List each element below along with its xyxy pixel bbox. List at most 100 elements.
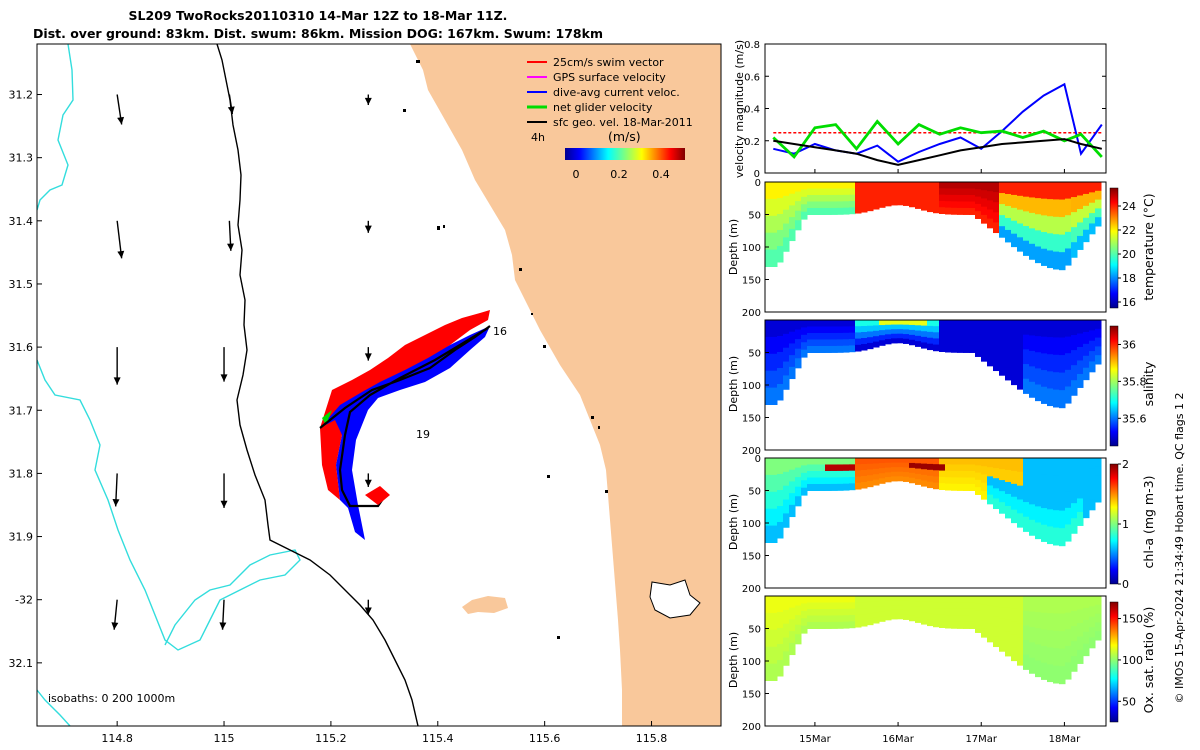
temperature-data-cell <box>849 188 856 196</box>
oxygen-data-cell <box>873 617 880 624</box>
chla-data-cell <box>933 470 940 477</box>
salinity-data-cell <box>927 320 934 327</box>
temperature-data-cell <box>921 193 928 200</box>
temperature-data-cell <box>1077 195 1084 210</box>
oxygen-data-cell <box>825 615 832 623</box>
salinity-data-cell <box>777 351 784 369</box>
oxygen-data-cell <box>789 631 796 644</box>
temperature-data-cell <box>993 202 1000 213</box>
temperature-data-cell <box>777 182 784 199</box>
temperature-data-cell <box>903 182 910 188</box>
chla-data-cell <box>1083 469 1090 483</box>
oxygen-data-cell <box>885 605 892 611</box>
chla-data-cell <box>1095 466 1102 477</box>
oxygen-ylabel: Depth (m) <box>727 632 740 688</box>
chla-data-cell <box>945 464 952 472</box>
salinity-data-cell <box>1077 373 1084 388</box>
oxygen-data-cell <box>819 608 826 616</box>
temperature-data-cell <box>873 203 880 210</box>
temperature-data-cell <box>987 191 994 201</box>
salinity-data-cell <box>1017 361 1024 376</box>
salinity-data-cell <box>975 334 982 343</box>
salinity-data-cell <box>951 320 958 327</box>
oxygen-data-cell <box>1047 630 1054 648</box>
temperature-data-cell <box>981 190 988 199</box>
map-ytick-label: 31.3 <box>9 152 34 165</box>
salinity-data-cell <box>837 320 844 327</box>
track-tail-red <box>365 486 390 505</box>
chla-data-cell <box>831 470 838 478</box>
oxygen-data-cell <box>831 596 838 603</box>
chla-data-cell <box>765 508 772 527</box>
salinity-data-cell <box>819 332 826 340</box>
temperature-data-cell <box>801 196 808 205</box>
oxygen-data-cell <box>981 628 988 638</box>
chla-data-cell <box>1005 493 1012 507</box>
temperature-data-cell <box>795 210 802 221</box>
salinity-data-cell <box>903 334 910 340</box>
chla-data-cell <box>1095 484 1102 494</box>
oxygen-data-cell <box>873 601 880 608</box>
salinity-data-cell <box>843 326 850 334</box>
chla-data-cell <box>897 462 904 468</box>
oxygen-data-cell <box>885 615 892 621</box>
chla-data-cell <box>927 458 934 465</box>
chla-data-cell <box>843 483 850 491</box>
salinity-data-cell <box>1071 365 1078 381</box>
temperature-data-cell <box>1071 197 1078 213</box>
temperature-data-cell <box>1023 211 1030 227</box>
temperature-data-cell <box>765 198 772 217</box>
chla-data-cell <box>837 483 844 491</box>
salinity-data-cell <box>789 355 796 368</box>
chla-data-cell <box>903 467 910 473</box>
chla-data-cell <box>915 473 922 480</box>
temperature-data-cell <box>969 194 976 202</box>
oxygen-data-cell <box>1023 654 1030 670</box>
salinity-data-cell <box>921 336 928 343</box>
temperature-data-cell <box>903 200 910 206</box>
salinity-data-cell <box>1083 355 1090 369</box>
temperature-data-cell <box>897 186 904 192</box>
chla-data-cell <box>975 479 982 488</box>
chla-data-cell <box>909 462 916 469</box>
salinity-data-cell <box>867 320 874 327</box>
temperature-data-cell <box>1035 198 1042 215</box>
oxygen-data-cell <box>1005 596 1012 609</box>
oxygen-data-cell <box>771 612 778 631</box>
oxygen-data-cell <box>963 615 970 623</box>
figure-title-line2: Dist. over ground: 83km. Dist. swum: 86k… <box>33 26 603 41</box>
oxygen-data-cell <box>855 602 862 609</box>
temperature-data-cell <box>867 182 874 189</box>
oxygen-data-cell <box>783 651 790 666</box>
chla-data-cell <box>879 478 886 484</box>
oxygen-data-cell <box>813 621 820 629</box>
salinity-data-cell <box>939 320 946 327</box>
chla-ytick-label: 150 <box>742 552 761 563</box>
chla-data-cell <box>921 463 928 470</box>
temperature-data-cell <box>777 197 784 215</box>
chla-data-cell <box>921 458 928 465</box>
legend-label: sfc geo. vel. 18-Mar-2011 <box>553 116 693 129</box>
salinity-data-cell <box>807 320 814 327</box>
temperature-data-cell <box>933 194 940 201</box>
temperature-data-cell <box>867 199 874 206</box>
temperature-data-cell <box>855 200 862 208</box>
temperature-data-cell <box>873 198 880 205</box>
temperature-colorbar-tick-label: 24 <box>1122 200 1136 213</box>
oxygen-data-cell <box>1095 631 1102 641</box>
oxygen-data-cell <box>957 621 964 629</box>
chla-ytick-label: 200 <box>742 584 761 595</box>
temperature-data-cell <box>825 182 832 189</box>
salinity-data-cell <box>831 332 838 340</box>
salinity-data-cell <box>891 338 898 344</box>
temperature-data-cell <box>837 194 844 202</box>
oxygen-data-cell <box>1005 643 1012 657</box>
oxygen-data-cell <box>987 614 994 625</box>
chla-data-cell <box>819 477 826 485</box>
oxygen-data-cell <box>897 609 904 615</box>
oxygen-data-cell <box>795 615 802 626</box>
salinity-data-cell <box>1053 389 1060 408</box>
temperature-data-cell <box>1083 229 1090 243</box>
salinity-data-cell <box>807 339 814 347</box>
salinity-data-cell <box>819 326 826 334</box>
